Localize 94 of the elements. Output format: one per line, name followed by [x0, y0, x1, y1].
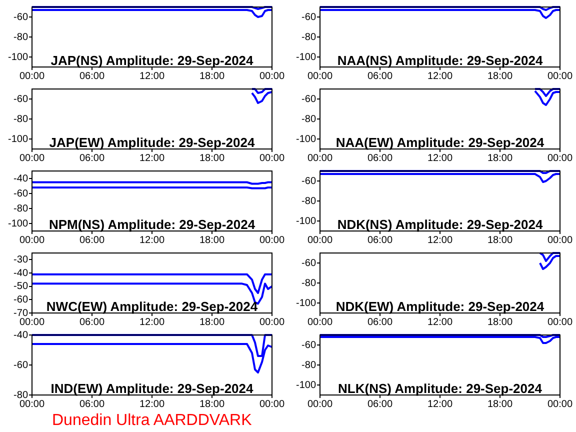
x-tick-label: 00:00 [307, 152, 333, 164]
x-tick-label: 12:00 [139, 234, 165, 246]
x-tick-label: 18:00 [199, 152, 225, 164]
y-tick-label: -60 [14, 294, 28, 306]
y-tick-label: -80 [302, 196, 316, 207]
y-tick-label: -60 [302, 258, 316, 269]
x-tick-label: 12:00 [139, 70, 165, 82]
x-tick-label: 00:00 [547, 234, 573, 246]
y-tick-label: -80 [302, 278, 316, 289]
x-tick-label: 18:00 [199, 398, 225, 410]
x-tick-label: 12:00 [427, 70, 453, 82]
y-tick-label: -80 [14, 203, 28, 214]
y-tick-label: -70 [14, 308, 28, 319]
x-tick-label: 12:00 [427, 316, 453, 328]
y-tick-label: -60 [14, 188, 28, 200]
y-tick-label: -80 [14, 114, 28, 125]
x-tick-label: 00:00 [547, 398, 573, 410]
x-tick-label: 00:00 [259, 70, 285, 82]
x-tick-label: 12:00 [427, 398, 453, 410]
x-tick-label: 06:00 [79, 398, 105, 410]
y-tick-label: -100 [8, 134, 28, 145]
x-tick-label: 12:00 [427, 234, 453, 246]
y-tick-label: -40 [14, 173, 28, 184]
y-tick-label: -60 [14, 360, 28, 371]
x-tick-label: 06:00 [79, 316, 105, 328]
text: NAA(NS) Amplitude: 29-Sep-2024 [337, 53, 544, 68]
y-tick-label: -80 [14, 390, 28, 401]
x-tick-label: 00:00 [19, 398, 45, 410]
x-tick-label: 00:00 [307, 70, 333, 82]
y-tick-label: -100 [296, 380, 316, 391]
y-tick-label: -100 [8, 52, 28, 63]
y-tick-label: -50 [14, 281, 28, 292]
x-tick-label: 00:00 [547, 152, 573, 164]
x-tick-label: 18:00 [199, 70, 225, 82]
text: JAP(NS) Amplitude: 29-Sep-2024 [50, 53, 254, 68]
x-tick-label: 18:00 [199, 316, 225, 328]
text: NWC(EW) Amplitude: 29-Sep-2024 [46, 299, 258, 314]
x-tick-label: 00:00 [259, 152, 285, 164]
x-tick-label: 18:00 [487, 152, 513, 164]
y-tick-label: -80 [302, 114, 316, 125]
x-tick-label: 06:00 [79, 234, 105, 246]
x-tick-label: 00:00 [19, 316, 45, 328]
y-tick-label: -60 [302, 176, 316, 187]
y-tick-label: -80 [14, 32, 28, 43]
y-tick-label: -40 [14, 330, 28, 341]
x-tick-label: 00:00 [259, 234, 285, 246]
x-tick-label: 00:00 [307, 316, 333, 328]
x-tick-label: 18:00 [487, 70, 513, 82]
x-tick-label: 18:00 [487, 234, 513, 246]
x-tick-label: 06:00 [79, 70, 105, 82]
text: NPM(NS) Amplitude: 29-Sep-2024 [48, 217, 256, 232]
x-tick-label: 06:00 [79, 152, 105, 164]
x-tick-label: 18:00 [487, 398, 513, 410]
y-tick-label: -60 [14, 12, 28, 23]
text: Dunedin Ultra AARDDVARK [52, 412, 252, 430]
x-tick-label: 06:00 [367, 234, 393, 246]
text: NLK(NS) Amplitude: 29-Sep-2024 [338, 381, 543, 396]
x-tick-label: 00:00 [547, 316, 573, 328]
x-tick-label: 06:00 [367, 70, 393, 82]
y-tick-label: -100 [296, 52, 316, 63]
x-tick-label: 00:00 [19, 234, 45, 246]
x-tick-label: 12:00 [139, 316, 165, 328]
x-tick-label: 06:00 [367, 316, 393, 328]
x-tick-label: 00:00 [547, 70, 573, 82]
x-tick-label: 00:00 [19, 70, 45, 82]
x-tick-label: 00:00 [19, 152, 45, 164]
x-tick-label: 00:00 [259, 316, 285, 328]
x-tick-label: 18:00 [487, 316, 513, 328]
x-tick-label: 06:00 [367, 398, 393, 410]
text: NDK(EW) Amplitude: 29-Sep-2024 [336, 299, 545, 314]
y-tick-label: -30 [14, 254, 28, 266]
text: JAP(EW) Amplitude: 29-Sep-2024 [49, 135, 256, 150]
y-tick-label: -100 [296, 298, 316, 309]
x-tick-label: 00:00 [307, 234, 333, 246]
y-tick-label: -80 [302, 360, 316, 371]
x-tick-label: 12:00 [139, 398, 165, 410]
text: IND(EW) Amplitude: 29-Sep-2024 [50, 381, 254, 396]
x-tick-label: 12:00 [427, 152, 453, 164]
text: NDK(NS) Amplitude: 29-Sep-2024 [337, 217, 544, 232]
y-tick-label: -80 [302, 32, 316, 43]
text: NAA(EW) Amplitude: 29-Sep-2024 [336, 135, 545, 150]
y-tick-label: -40 [14, 268, 28, 279]
x-tick-label: 18:00 [199, 234, 225, 246]
y-tick-label: -100 [296, 216, 316, 227]
y-tick-label: -100 [8, 218, 28, 230]
x-tick-label: 00:00 [259, 398, 285, 410]
y-tick-label: -60 [302, 94, 316, 105]
y-tick-label: -60 [302, 340, 316, 351]
y-tick-label: -60 [302, 12, 316, 23]
x-tick-label: 12:00 [139, 152, 165, 164]
x-tick-label: 06:00 [367, 152, 393, 164]
y-tick-label: -100 [296, 134, 316, 145]
y-tick-label: -60 [14, 94, 28, 105]
x-tick-label: 00:00 [307, 398, 333, 410]
